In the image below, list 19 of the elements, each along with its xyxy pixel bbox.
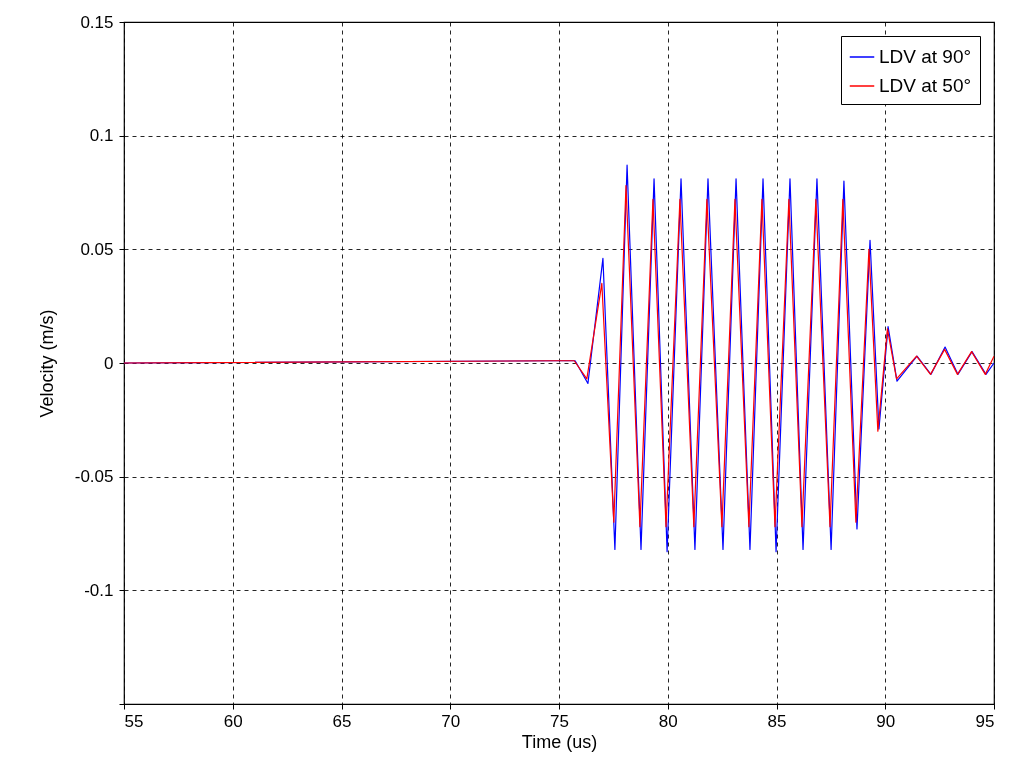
x-tick-label: 90 bbox=[876, 711, 896, 731]
y-tick-label: 0.1 bbox=[89, 126, 114, 146]
legend-label: LDV at 90° bbox=[879, 46, 972, 67]
legend-label: LDV at 50° bbox=[879, 75, 972, 96]
x-tick-label: 65 bbox=[332, 711, 352, 731]
x-tick-label: 60 bbox=[223, 711, 243, 731]
y-axis-title: Velocity (m/s) bbox=[36, 309, 57, 418]
x-tick-label: 75 bbox=[550, 711, 569, 731]
x-tick-label: 55 bbox=[124, 711, 144, 731]
x-tick-label: 85 bbox=[767, 711, 787, 731]
y-tick-label: 0 bbox=[104, 353, 114, 373]
x-tick-label: 95 bbox=[975, 711, 995, 731]
y-tick-label: 0.05 bbox=[80, 239, 114, 259]
x-tick-label: 70 bbox=[441, 711, 461, 731]
y-tick-label: -0.05 bbox=[74, 467, 114, 487]
y-tick-label: -0.1 bbox=[84, 580, 114, 600]
x-tick-label: 80 bbox=[658, 711, 678, 731]
x-axis-title: Time (us) bbox=[521, 731, 598, 752]
y-tick-label: 0.15 bbox=[80, 12, 114, 32]
